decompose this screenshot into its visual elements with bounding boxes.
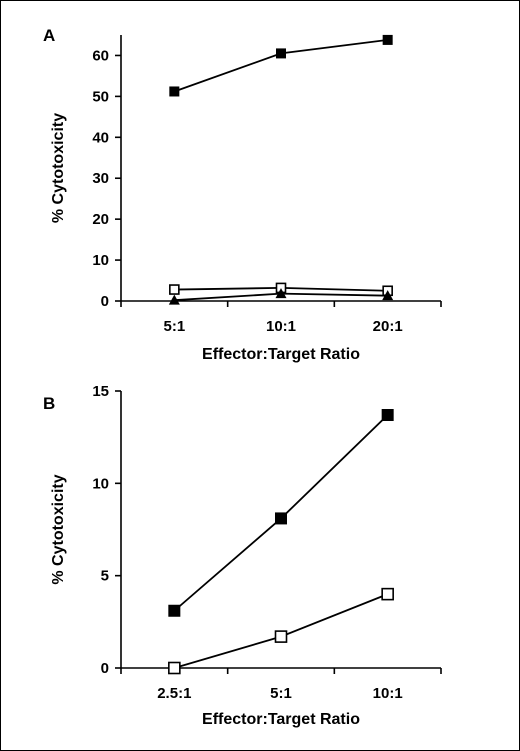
- x-tick-label: 5:1: [163, 318, 185, 335]
- y-tick-label: 50: [92, 88, 109, 105]
- data-point-open-square: [274, 630, 288, 643]
- data-point-open-square: [168, 661, 181, 675]
- data-point-filled-square: [382, 34, 393, 45]
- y-tick-label: 20: [92, 211, 109, 228]
- x-axis-title: Effector:Target Ratio: [202, 711, 360, 728]
- series-filled-square: [168, 409, 394, 617]
- y-tick-label: 5: [101, 568, 109, 585]
- data-point-filled-square: [275, 512, 287, 525]
- data-point-filled-square: [276, 48, 286, 59]
- x-tick-label: 2.5:1: [157, 685, 191, 702]
- series-open-square: [168, 587, 394, 675]
- x-tick-label: 20:1: [373, 318, 403, 335]
- y-tick-label: 0: [101, 293, 109, 310]
- y-tick-label: 40: [92, 129, 109, 146]
- y-axis-title: % Cytotoxicity: [50, 474, 67, 584]
- x-tick-label: 10:1: [266, 318, 296, 335]
- series-filled-triangle: [168, 288, 394, 305]
- x-tick-label: 5:1: [270, 685, 292, 702]
- data-point-filled-triangle: [382, 290, 394, 301]
- axes: [115, 35, 442, 307]
- data-point-filled-square: [168, 604, 181, 617]
- x-axis-title: Effector:Target Ratio: [202, 346, 360, 363]
- x-tick-label: 10:1: [373, 685, 403, 702]
- chart-panel-a: A 0 10 20 30 40 50 60 5:1 10:1 20:1 Effector:Target…: [43, 26, 442, 363]
- y-tick-label: 30: [92, 170, 109, 187]
- series-line: [174, 39, 388, 93]
- y-tick-label: 10: [92, 475, 109, 492]
- data-point-filled-triangle: [275, 288, 287, 299]
- data-point-filled-triangle: [168, 294, 180, 305]
- series-filled-square: [169, 34, 393, 97]
- panel-letter: B: [43, 394, 55, 413]
- y-axis-title: % Cytotoxicity: [50, 113, 67, 223]
- data-point-open-square: [169, 284, 180, 295]
- data-point-open-square: [381, 587, 394, 601]
- y-tick-label: 10: [92, 252, 109, 269]
- y-tick-label: 15: [92, 383, 109, 400]
- data-point-filled-square: [169, 86, 180, 97]
- panel-letter: A: [43, 26, 55, 45]
- y-tick-label: 0: [101, 660, 109, 677]
- data-point-filled-square: [381, 409, 394, 422]
- y-tick-label: 60: [92, 47, 109, 64]
- chart-panel-b: B 0 5 10 15 2.5:1 5:1 10:1 Effector:Target Ratio…: [43, 383, 442, 728]
